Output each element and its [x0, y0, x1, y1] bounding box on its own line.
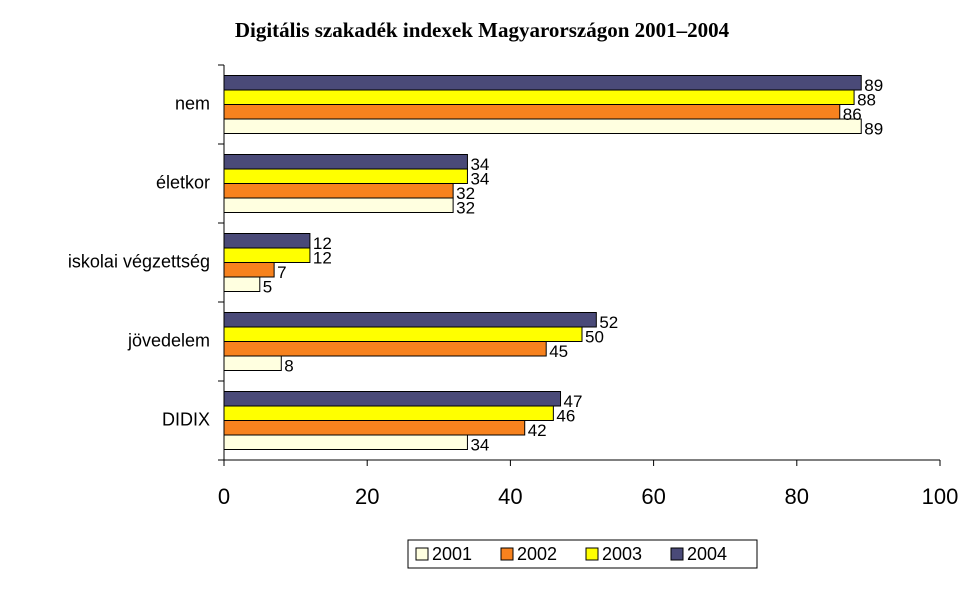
value-label: 32 [456, 184, 475, 203]
value-label: 34 [470, 155, 489, 174]
value-label: 47 [564, 392, 583, 411]
bar [223, 355, 282, 371]
x-tick-label: 100 [922, 484, 959, 509]
category-label: életkor [156, 172, 210, 192]
legend-label: 2001 [432, 544, 472, 564]
value-label: 42 [528, 421, 547, 440]
bar [223, 89, 855, 105]
legend-label: 2003 [602, 544, 642, 564]
bar [223, 326, 583, 342]
bar [223, 154, 468, 170]
category-label: jövedelem [127, 330, 210, 350]
legend-swatch [415, 547, 429, 561]
category-label: iskolai végzettség [68, 251, 210, 271]
x-tick-label: 60 [641, 484, 665, 509]
chart-title: Digitális szakadék indexek Magyarországo… [235, 18, 730, 42]
bar [223, 118, 862, 134]
bar [223, 104, 841, 120]
category-label: DIDIX [162, 409, 210, 429]
x-tick-label: 80 [785, 484, 809, 509]
value-label: 12 [313, 234, 332, 253]
value-label: 34 [470, 436, 489, 455]
legend-swatch [670, 547, 684, 561]
value-label: 34 [470, 170, 489, 189]
x-tick-label: 0 [218, 484, 230, 509]
value-label: 5 [263, 278, 272, 297]
legend-label: 2004 [687, 544, 727, 564]
value-label: 8 [284, 357, 293, 376]
bar [223, 405, 554, 421]
legend-swatch [585, 547, 599, 561]
bar [223, 341, 547, 357]
x-tick-label: 40 [498, 484, 522, 509]
bar [223, 197, 454, 213]
bar [223, 434, 468, 450]
bar [223, 233, 311, 249]
bar [223, 312, 597, 328]
bar [223, 420, 526, 436]
bar [223, 262, 275, 278]
value-label: 7 [277, 263, 286, 282]
legend-label: 2002 [517, 544, 557, 564]
bar [223, 168, 468, 184]
value-label: 86 [843, 105, 862, 124]
bar [223, 247, 311, 263]
value-label: 50 [585, 328, 604, 347]
value-label: 88 [857, 91, 876, 110]
value-label: 89 [864, 120, 883, 139]
legend-box [407, 539, 758, 569]
value-label: 89 [864, 76, 883, 95]
legend-swatch [500, 547, 514, 561]
value-label: 46 [556, 407, 575, 426]
category-label: nem [175, 93, 210, 113]
bar [223, 391, 562, 407]
value-label: 45 [549, 342, 568, 361]
value-label: 52 [599, 313, 618, 332]
bar [223, 183, 454, 199]
value-label: 32 [456, 199, 475, 218]
bar [223, 276, 261, 292]
bar [223, 75, 862, 91]
x-tick-label: 20 [355, 484, 379, 509]
value-label: 12 [313, 249, 332, 268]
